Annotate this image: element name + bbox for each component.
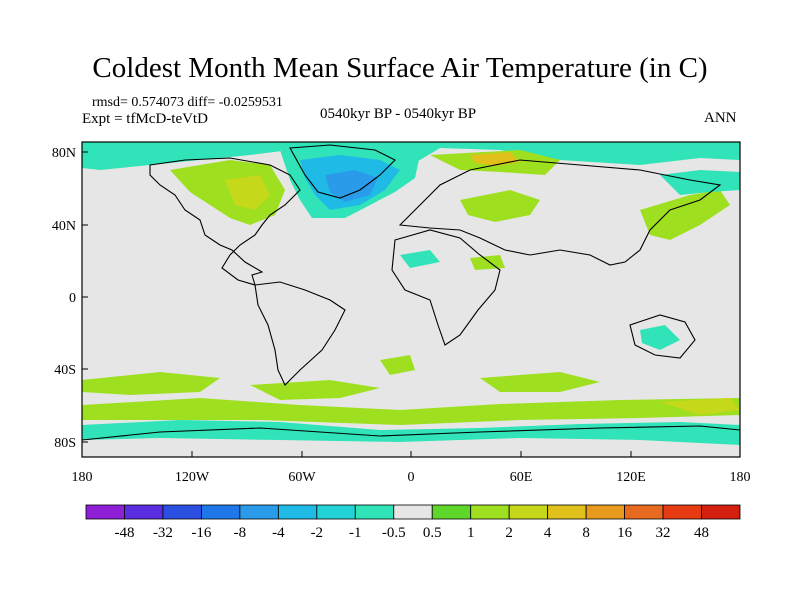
- colorbar-swatch: [316, 504, 356, 520]
- colorbar-swatch: [354, 504, 395, 520]
- y-axis-ticks: 80N 40N 0 40S 80S: [52, 146, 88, 451]
- x-tick-label: 60E: [510, 470, 533, 485]
- x-tick-label: 180: [72, 470, 93, 485]
- period-subtitle: 0540kyr BP - 0540kyr BP: [320, 106, 477, 122]
- y-tick-label: 0: [69, 291, 76, 306]
- indian-ocean-band: [480, 372, 600, 392]
- arabia-anomaly: [470, 255, 505, 270]
- colorbar-label: -48: [114, 525, 134, 541]
- colorbar-swatch: [585, 504, 625, 520]
- x-tick-label: 60W: [288, 470, 316, 485]
- y-tick-label: 40S: [54, 363, 76, 378]
- antarctica-outline: [82, 425, 740, 441]
- x-tick-label: 0: [408, 470, 415, 485]
- x-tick-label: 180: [730, 470, 751, 485]
- colorbar-label: 32: [656, 525, 671, 541]
- coastlines: [82, 144, 740, 441]
- australia-anomaly: [640, 325, 680, 350]
- africa-outline: [391, 229, 501, 346]
- colorbar-label: -0.5: [382, 525, 406, 541]
- colorbar: -48 -32 -16 -8 -4 -2 -1 -0.5 0.5 1 2 4 8 16 32 48: [85, 504, 741, 541]
- colorbar-label: 0.5: [423, 525, 442, 541]
- anomaly-fields: [82, 142, 740, 445]
- colorbar-swatch: [277, 504, 318, 520]
- eurasia-outline: [398, 159, 722, 266]
- colorbar-swatch: [624, 504, 664, 520]
- north-america-anomaly-core: [225, 175, 270, 210]
- x-axis-ticks: 180 120W 60W 0 60E 120E 180: [72, 451, 751, 485]
- colorbar-label: -4: [272, 525, 285, 541]
- colorbar-swatch: [124, 504, 164, 520]
- y-tick-label: 80N: [52, 146, 76, 161]
- south-atlantic-band: [250, 380, 380, 400]
- chart-title: Coldest Month Mean Surface Air Temperatu…: [92, 52, 708, 84]
- rmsd-diff-text: rmsd= 0.574073 diff= -0.0259531: [92, 95, 283, 110]
- colorbar-swatch: [470, 504, 510, 520]
- southern-ocean-band: [82, 398, 740, 425]
- south-atlantic-anomaly: [380, 355, 415, 375]
- australia-outline: [629, 314, 696, 359]
- colorbar-label: 16: [617, 525, 633, 541]
- colorbar-label: 8: [582, 525, 590, 541]
- colorbar-swatch: [201, 504, 241, 520]
- colorbar-label: 1: [467, 525, 475, 541]
- colorbar-label: 48: [694, 525, 709, 541]
- colorbar-label: 2: [505, 525, 513, 541]
- colorbar-label: -2: [311, 525, 324, 541]
- y-tick-label: 40N: [52, 219, 76, 234]
- eurasia-anomaly: [460, 190, 540, 222]
- south-america-outline: [254, 281, 346, 386]
- colorbar-label: -32: [153, 525, 173, 541]
- sahara-anomaly: [400, 250, 440, 268]
- colorbar-swatch: [239, 504, 279, 520]
- colorbar-swatch: [547, 504, 587, 520]
- southern-ocean-warm-core: [660, 398, 740, 415]
- east-asia-anomaly: [640, 190, 730, 240]
- colorbar-swatch: [701, 504, 741, 520]
- colorbar-label: -8: [234, 525, 247, 541]
- colorbar-swatch: [431, 504, 472, 520]
- x-tick-label: 120W: [175, 470, 210, 485]
- greenland-outline: [289, 144, 396, 199]
- colorbar-swatch: [162, 504, 202, 520]
- colorbar-swatch: [508, 504, 549, 520]
- north-atlantic-anomaly-core: [325, 170, 378, 202]
- experiment-text: Expt = tfMcD-teVtD: [82, 111, 208, 127]
- x-tick-label: 120E: [616, 470, 646, 485]
- season-label: ANN: [704, 110, 737, 126]
- colorbar-swatch: [662, 504, 702, 520]
- south-pacific-band: [82, 372, 220, 395]
- north-pacific-anomaly: [660, 170, 740, 195]
- antarctic-margin-anomaly: [82, 420, 740, 445]
- colorbar-swatch: [393, 504, 433, 520]
- colorbar-label: -16: [191, 525, 211, 541]
- colorbar-label: 4: [544, 525, 552, 541]
- north-america-outline: [149, 157, 301, 286]
- colorbar-label: -1: [349, 525, 362, 541]
- colorbar-swatch: [85, 504, 125, 520]
- y-tick-label: 80S: [54, 436, 76, 451]
